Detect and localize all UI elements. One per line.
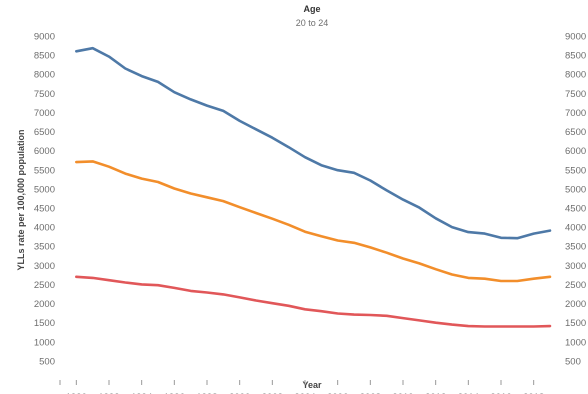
x-tick-label: 2004 — [294, 392, 315, 394]
y-axis-title: YLLs rate per 100,000 population — [16, 129, 26, 270]
x-tick-label: 1998 — [196, 392, 217, 394]
y-tick-label-left: 2500 — [34, 280, 55, 291]
x-tick-label: 1996 — [164, 392, 185, 394]
x-axis-title: Year — [302, 380, 322, 390]
y-tick-label-right: 1000 — [565, 337, 586, 348]
x-axis: 1990 1992 1994 1996 1998 2000 2002 2004 2006 2008… — [59, 380, 544, 394]
y-tick-label-right: 6000 — [565, 146, 586, 157]
y-axis-right: 500 1000 1500 2000 2500 3000 3500 4000 4500 5000 5… — [565, 32, 586, 368]
x-tick-label: 2012 — [425, 392, 446, 394]
y-tick-label-right: 4500 — [565, 204, 586, 215]
series-line-2 — [75, 275, 552, 328]
series-line-0 — [75, 46, 552, 240]
y-tick-label-left: 500 — [39, 356, 55, 367]
x-tick-label: 2010 — [392, 392, 413, 394]
x-tick-label: 2000 — [229, 392, 250, 394]
x-tick-label: 1994 — [131, 392, 152, 394]
y-tick-label-right: 5000 — [565, 184, 586, 195]
plot-lines — [75, 46, 552, 328]
y-tick-label-left: 9000 — [34, 32, 55, 43]
y-tick-label-right: 7000 — [565, 108, 586, 119]
y-tick-label-left: 1500 — [34, 318, 55, 329]
y-tick-label-right: 7500 — [565, 89, 586, 100]
x-tick-label: 1990 — [66, 392, 87, 394]
y-tick-label-left: 3000 — [34, 261, 55, 272]
y-tick-label-left: 4500 — [34, 204, 55, 215]
x-tick-label: 2002 — [262, 392, 283, 394]
y-tick-label-left: 1000 — [34, 337, 55, 348]
y-tick-label-left: 8000 — [34, 70, 55, 81]
y-tick-label-left: 2000 — [34, 299, 55, 310]
y-tick-label-left: 3500 — [34, 242, 55, 253]
x-tick-label: 1992 — [98, 392, 119, 394]
x-tick-label: 2006 — [327, 392, 348, 394]
x-tick-label: 2014 — [458, 392, 479, 394]
y-tick-label-left: 6000 — [34, 146, 55, 157]
facet-subtitle: 20 to 24 — [296, 18, 329, 28]
y-tick-label-right: 2500 — [565, 280, 586, 291]
facet-title: Age — [303, 4, 320, 14]
y-tick-label-left: 5000 — [34, 184, 55, 195]
y-tick-label-right: 9000 — [565, 32, 586, 43]
y-tick-label-left: 7500 — [34, 89, 55, 100]
y-tick-label-right: 3000 — [565, 261, 586, 272]
y-tick-label-right: 1500 — [565, 318, 586, 329]
y-tick-label-right: 500 — [565, 356, 581, 367]
y-tick-label-right: 2000 — [565, 299, 586, 310]
y-tick-label-left: 5500 — [34, 165, 55, 176]
y-tick-label-right: 5500 — [565, 165, 586, 176]
x-tick-label: 2016 — [490, 392, 511, 394]
y-tick-label-left: 7000 — [34, 108, 55, 119]
x-tick-label: 2008 — [360, 392, 381, 394]
y-tick-label-right: 4000 — [565, 223, 586, 234]
y-axis-left: 500 1000 1500 2000 2500 3000 3500 4000 4500 5000 5… — [34, 32, 55, 368]
y-tick-label-left: 4000 — [34, 223, 55, 234]
y-tick-label-right: 8000 — [565, 70, 586, 81]
series-line-1 — [75, 160, 552, 283]
x-tick-label: 2018 — [523, 392, 544, 394]
y-tick-label-right: 3500 — [565, 242, 586, 253]
y-tick-label-right: 6500 — [565, 127, 586, 138]
y-tick-label-right: 8500 — [565, 51, 586, 62]
y-tick-label-left: 6500 — [34, 127, 55, 138]
y-tick-label-left: 8500 — [34, 51, 55, 62]
